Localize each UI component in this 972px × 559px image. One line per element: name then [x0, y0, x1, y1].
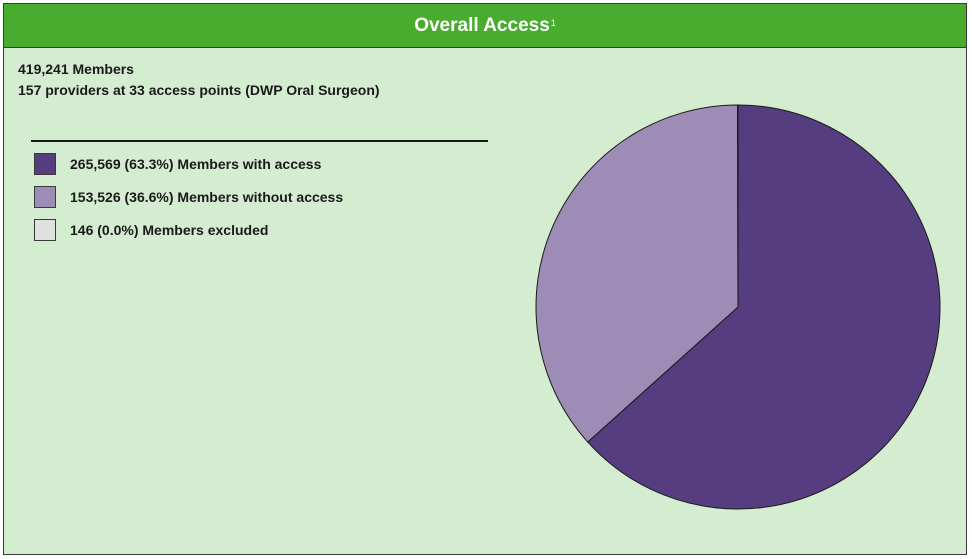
- legend-swatch-excluded: [34, 219, 56, 241]
- legend-item-excluded: 146 (0.0%) Members excluded: [34, 218, 343, 242]
- summary-divider: [31, 140, 488, 142]
- panel-title: Overall Access: [414, 14, 550, 36]
- legend-swatch-with-access: [34, 153, 56, 175]
- legend-label-with-access: 265,569 (63.3%) Members with access: [70, 156, 322, 172]
- pie-slice-without-access: [535, 104, 739, 443]
- summary-block: 419,241 Members 157 providers at 33 acce…: [18, 59, 438, 101]
- legend-label-excluded: 146 (0.0%) Members excluded: [70, 222, 269, 238]
- pie-slice-with-access: [587, 104, 941, 510]
- providers-summary: 157 providers at 33 access points (DWP O…: [18, 82, 380, 98]
- legend-item-without-access: 153,526 (36.6%) Members without access: [34, 185, 343, 209]
- panel-header: Overall Access 1: [4, 4, 966, 48]
- pie-chart: [535, 104, 941, 510]
- legend-swatch-without-access: [34, 186, 56, 208]
- legend-item-with-access: 265,569 (63.3%) Members with access: [34, 152, 343, 176]
- legend: 265,569 (63.3%) Members with access 153,…: [34, 152, 343, 251]
- legend-label-without-access: 153,526 (36.6%) Members without access: [70, 189, 344, 205]
- members-count: 419,241 Members: [18, 61, 134, 77]
- overall-access-panel: Overall Access 1 419,241 Members 157 prov…: [3, 3, 967, 555]
- title-footnote: 1: [550, 17, 556, 28]
